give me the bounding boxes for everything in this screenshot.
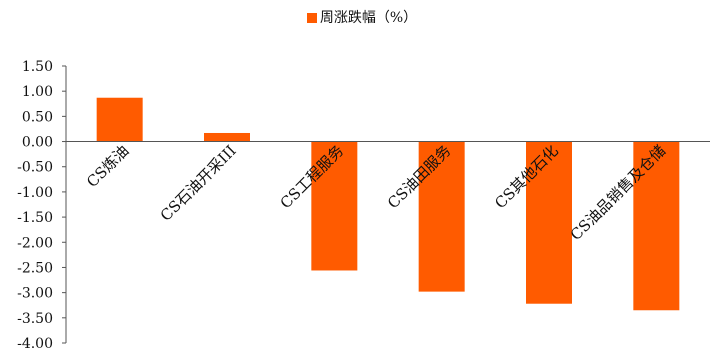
legend-label: 周涨跌幅（%） [319, 10, 418, 26]
bar [204, 132, 250, 142]
bar [526, 141, 572, 304]
y-tick-label: -3.50 [17, 311, 53, 327]
y-tick-label: -2.00 [17, 235, 53, 251]
y-tick-label: 0.00 [22, 135, 53, 151]
bar [311, 141, 358, 271]
bar [418, 141, 465, 292]
bar [633, 141, 680, 311]
y-tick-label: -2.50 [17, 260, 53, 276]
chart-legend: 周涨跌幅（%） [0, 7, 724, 27]
y-tick-label: 0.50 [22, 109, 53, 125]
legend-swatch [306, 13, 317, 23]
y-tick-label: -0.50 [17, 160, 53, 176]
y-tick-label: -4.00 [17, 336, 53, 352]
y-tick-label: -3.00 [17, 286, 53, 302]
x-tick-label: CS石油开采III [157, 142, 240, 225]
y-tick-label: 1.50 [22, 59, 53, 75]
y-tick-label: -1.00 [17, 185, 53, 201]
y-tick-label: 1.00 [22, 84, 53, 100]
x-tick-label: CS炼油 [83, 142, 132, 191]
bar [96, 97, 143, 142]
y-tick-label: -1.50 [17, 210, 53, 226]
